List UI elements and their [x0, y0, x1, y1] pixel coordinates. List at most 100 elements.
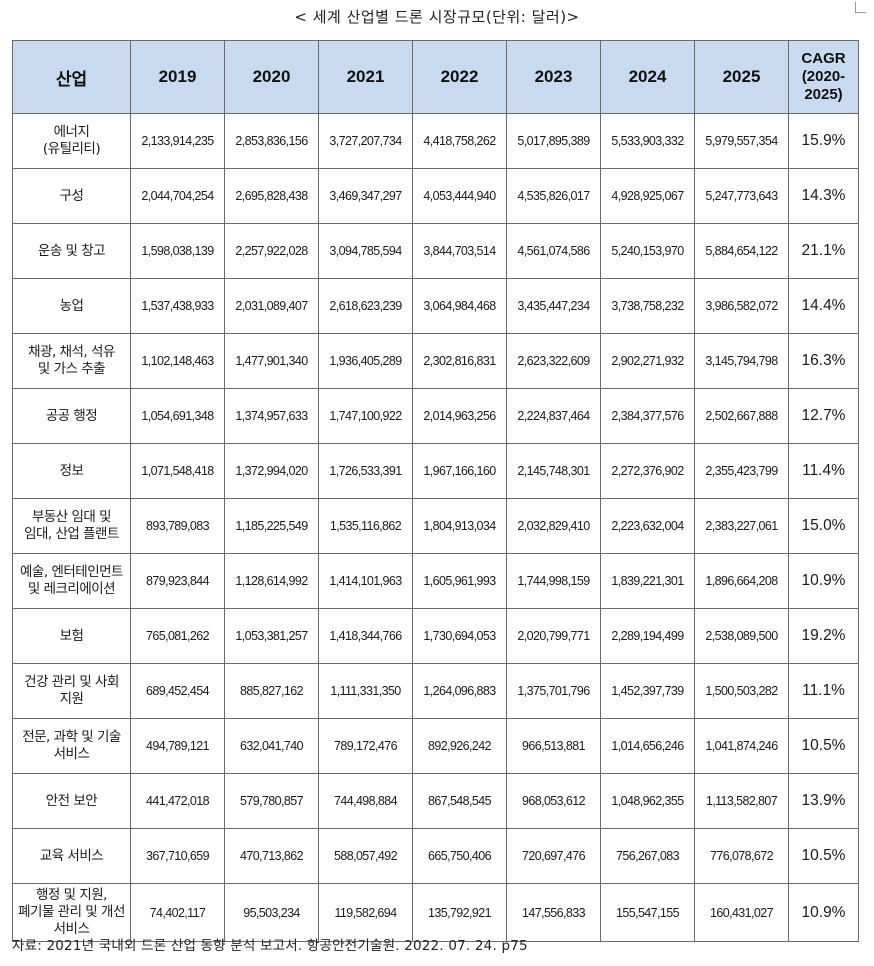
- value-cell-2022: 665,750,406: [412, 828, 507, 884]
- value-cell-2025: 776,078,672: [694, 828, 789, 884]
- industry-cell: 안전 보안: [12, 773, 131, 829]
- industry-line: 임대, 산업 플랜트: [24, 526, 119, 542]
- value-cell-2025: 3,986,582,072: [694, 278, 789, 334]
- value-cell-2019: 494,789,121: [130, 718, 225, 774]
- cagr-cell: 11.1%: [788, 663, 859, 719]
- value-cell-2019: 441,472,018: [130, 773, 225, 829]
- table-row: 정보 1,071,548,418 1,372,994,020 1,726,533,39…: [12, 443, 859, 499]
- table-row: 전문, 과학 및 기술 서비스 494,789,121 632,041,740 789,…: [12, 718, 859, 774]
- cagr-cell: 10.9%: [788, 883, 859, 942]
- cagr-cell: 14.4%: [788, 278, 859, 334]
- industry-line: 안전 보안: [45, 792, 98, 809]
- value-cell-2021: 1,726,533,391: [318, 443, 413, 499]
- table-row: 채광, 채석, 석유 및 가스 추출 1,102,148,463 1,477,901,…: [12, 333, 859, 389]
- industry-cell: 운송 및 창고: [12, 223, 131, 279]
- value-cell-2024: 155,547,155: [600, 883, 695, 942]
- table-body: 에너지 (유틸리티) 2,133,914,235 2,853,836,156 3,727…: [12, 113, 859, 942]
- value-cell-2022: 1,605,961,993: [412, 553, 507, 609]
- industry-cell: 채광, 채석, 석유 및 가스 추출: [12, 333, 131, 389]
- value-cell-2020: 470,713,862: [224, 828, 319, 884]
- value-cell-2019: 1,537,438,933: [130, 278, 225, 334]
- value-cell-2025: 5,884,654,122: [694, 223, 789, 279]
- industry-line: 폐기물 관리 및 개선: [18, 904, 125, 920]
- value-cell-2020: 2,695,828,438: [224, 168, 319, 224]
- value-cell-2023: 720,697,476: [506, 828, 601, 884]
- value-cell-2024: 5,240,153,970: [600, 223, 695, 279]
- value-cell-2021: 1,747,100,922: [318, 388, 413, 444]
- value-cell-2025: 1,041,874,246: [694, 718, 789, 774]
- table-row: 에너지 (유틸리티) 2,133,914,235 2,853,836,156 3,727…: [12, 113, 859, 169]
- table-row: 예술, 엔터테인먼트 및 레크리에이션 879,923,844 1,128,614,9…: [12, 553, 859, 609]
- value-cell-2023: 3,435,447,234: [506, 278, 601, 334]
- cagr-cell: 15.9%: [788, 113, 859, 169]
- table-row: 구성 2,044,704,254 2,695,828,438 3,469,347,29…: [12, 168, 859, 224]
- header-2024: 2024: [600, 40, 695, 114]
- value-cell-2019: 765,081,262: [130, 608, 225, 664]
- industry-line: 교육 서비스: [39, 847, 104, 864]
- industry-line: 및 가스 추출: [37, 361, 106, 377]
- industry-cell: 정보: [12, 443, 131, 499]
- cagr-cell: 13.9%: [788, 773, 859, 829]
- value-cell-2021: 3,469,347,297: [318, 168, 413, 224]
- value-cell-2021: 1,936,405,289: [318, 333, 413, 389]
- header-cagr: CAGR (2020- 2025): [788, 40, 859, 114]
- cagr-cell: 12.7%: [788, 388, 859, 444]
- value-cell-2023: 966,513,881: [506, 718, 601, 774]
- value-cell-2020: 1,477,901,340: [224, 333, 319, 389]
- value-cell-2025: 1,500,503,282: [694, 663, 789, 719]
- industry-line: 행정 및 지원,: [36, 887, 107, 903]
- industry-cell: 공공 행정: [12, 388, 131, 444]
- value-cell-2024: 2,289,194,499: [600, 608, 695, 664]
- cagr-cell: 15.0%: [788, 498, 859, 554]
- value-cell-2025: 1,896,664,208: [694, 553, 789, 609]
- industry-line: 정보: [59, 462, 84, 479]
- value-cell-2021: 789,172,476: [318, 718, 413, 774]
- industry-line: 채광, 채석, 석유: [28, 344, 115, 360]
- page-corner-mark: [855, 2, 866, 13]
- industry-line: 예술, 엔터테인먼트: [20, 564, 123, 580]
- value-cell-2024: 4,928,925,067: [600, 168, 695, 224]
- industry-cell: 농업: [12, 278, 131, 334]
- industry-line: 및 레크리에이션: [27, 581, 116, 597]
- value-cell-2020: 1,185,225,549: [224, 498, 319, 554]
- industry-cell: 전문, 과학 및 기술 서비스: [12, 718, 131, 774]
- industry-cell: 교육 서비스: [12, 828, 131, 884]
- value-cell-2025: 3,145,794,798: [694, 333, 789, 389]
- cagr-cell: 14.3%: [788, 168, 859, 224]
- value-cell-2019: 1,102,148,463: [130, 333, 225, 389]
- value-cell-2023: 2,032,829,410: [506, 498, 601, 554]
- value-cell-2020: 2,853,836,156: [224, 113, 319, 169]
- value-cell-2019: 74,402,117: [130, 883, 225, 942]
- value-cell-2024: 5,533,903,332: [600, 113, 695, 169]
- industry-line: 지원: [59, 691, 84, 707]
- value-cell-2022: 4,053,444,940: [412, 168, 507, 224]
- header-2023: 2023: [506, 40, 601, 114]
- value-cell-2024: 1,014,656,246: [600, 718, 695, 774]
- value-cell-2019: 367,710,659: [130, 828, 225, 884]
- cagr-cell: 10.5%: [788, 828, 859, 884]
- value-cell-2024: 1,048,962,355: [600, 773, 695, 829]
- value-cell-2020: 1,374,957,633: [224, 388, 319, 444]
- value-cell-2021: 588,057,492: [318, 828, 413, 884]
- industry-line: 건강 관리 및 사회: [24, 674, 119, 690]
- header-2025: 2025: [694, 40, 789, 114]
- value-cell-2022: 1,967,166,160: [412, 443, 507, 499]
- value-cell-2020: 885,827,162: [224, 663, 319, 719]
- value-cell-2025: 2,502,667,888: [694, 388, 789, 444]
- value-cell-2021: 1,111,331,350: [318, 663, 413, 719]
- value-cell-2025: 1,113,582,807: [694, 773, 789, 829]
- header-2019: 2019: [130, 40, 225, 114]
- value-cell-2023: 5,017,895,389: [506, 113, 601, 169]
- value-cell-2021: 3,727,207,734: [318, 113, 413, 169]
- table-title: < 세계 산업별 드론 시장규모(단위: 달러)>: [294, 8, 580, 26]
- table-row: 교육 서비스 367,710,659 470,713,862 588,057,492 6…: [12, 828, 859, 884]
- value-cell-2019: 2,044,704,254: [130, 168, 225, 224]
- value-cell-2024: 2,272,376,902: [600, 443, 695, 499]
- value-cell-2019: 689,452,454: [130, 663, 225, 719]
- cagr-cell: 11.4%: [788, 443, 859, 499]
- value-cell-2024: 3,738,758,232: [600, 278, 695, 334]
- value-cell-2021: 1,418,344,766: [318, 608, 413, 664]
- value-cell-2022: 3,064,984,468: [412, 278, 507, 334]
- table-row: 공공 행정 1,054,691,348 1,374,957,633 1,747,100…: [12, 388, 859, 444]
- value-cell-2023: 4,561,074,586: [506, 223, 601, 279]
